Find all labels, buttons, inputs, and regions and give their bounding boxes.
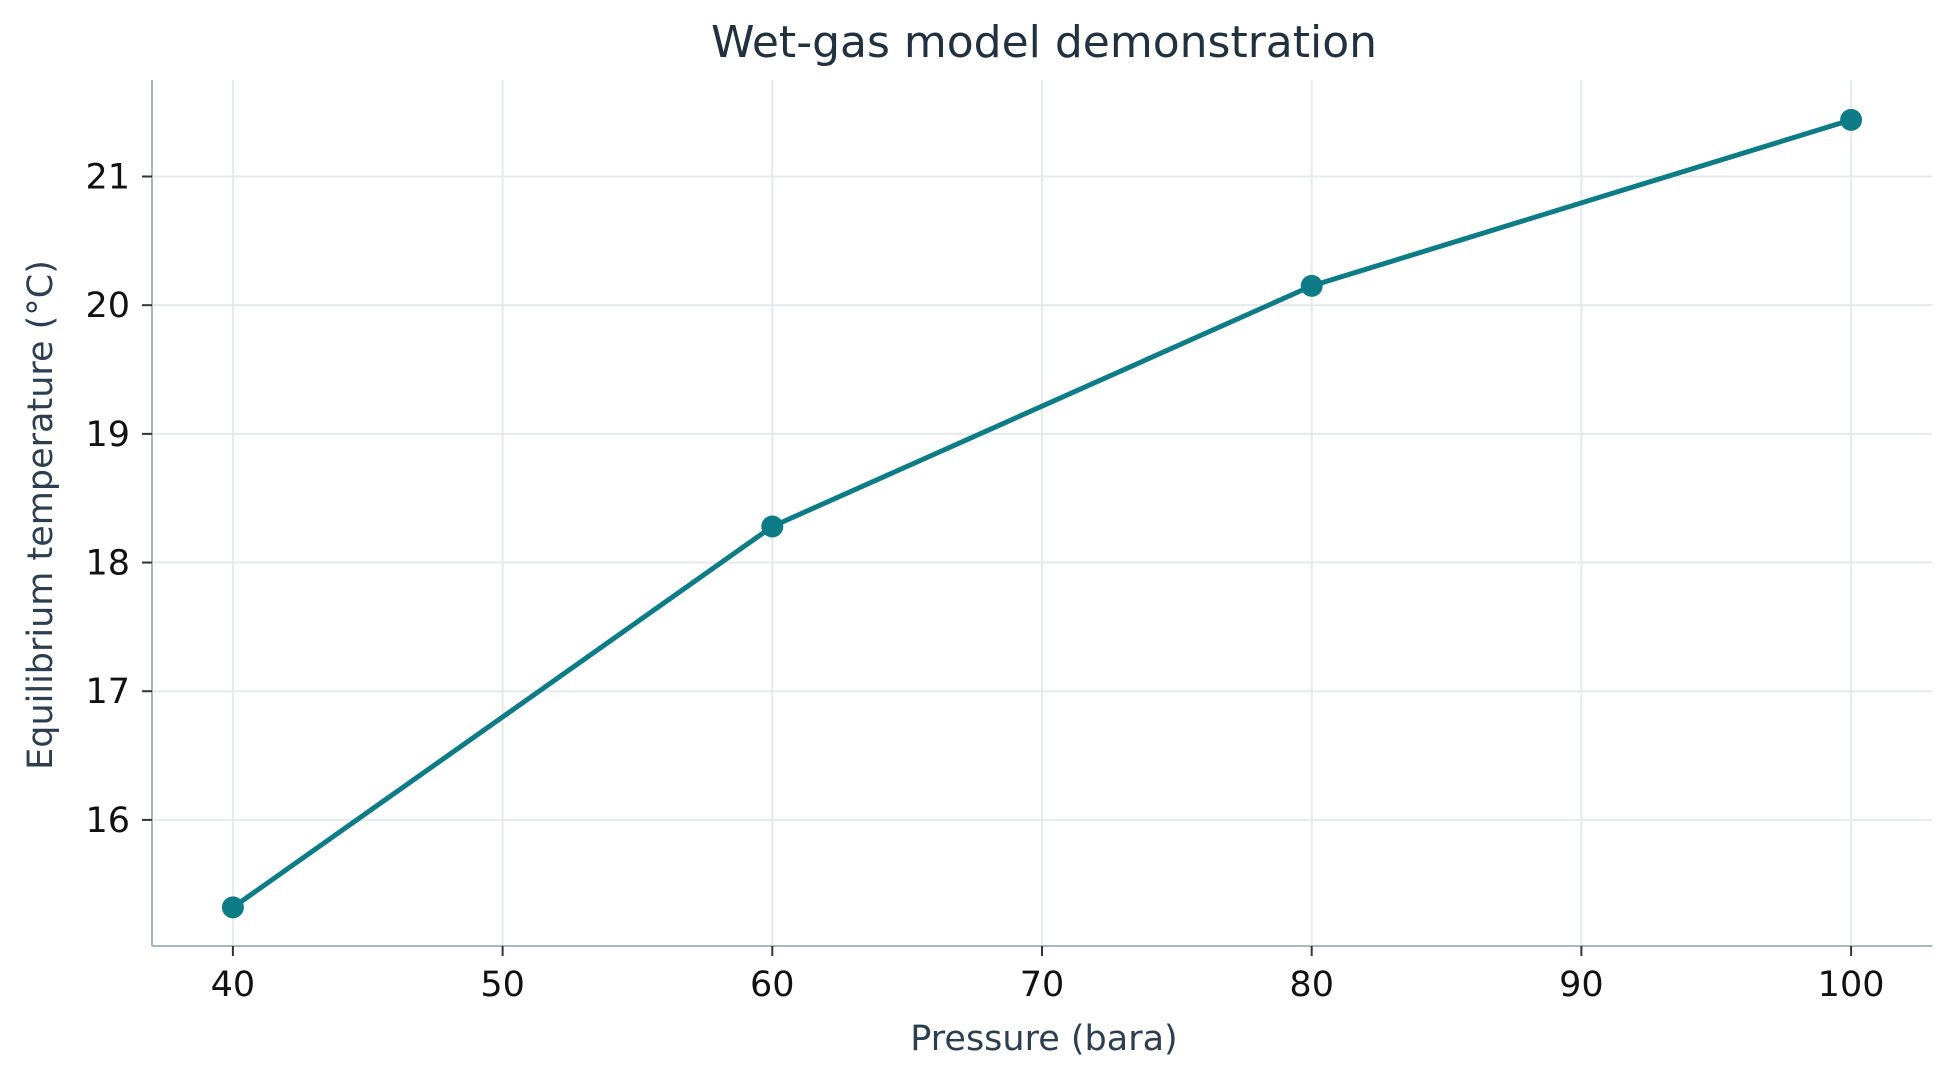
y-tick-label: 19	[85, 415, 130, 455]
x-tick-label: 40	[211, 965, 256, 1005]
data-point	[221, 896, 244, 919]
chart-title: Wet-gas model demonstration	[711, 17, 1377, 68]
data-point	[1300, 274, 1323, 297]
y-tick-label: 18	[85, 544, 130, 584]
y-tick-label: 21	[85, 158, 130, 198]
x-axis-label: Pressure (bara)	[910, 1019, 1177, 1059]
series-line	[230, 117, 1854, 910]
x-tick-label: 50	[480, 965, 525, 1005]
data-point	[761, 515, 784, 538]
y-tick-label: 17	[85, 672, 130, 712]
gridlines	[152, 80, 1932, 946]
x-tick-label: 90	[1559, 965, 1604, 1005]
data-point	[1840, 108, 1863, 131]
y-axis-label: Equilibrium temperature (°C)	[21, 260, 61, 770]
x-tick-label: 60	[750, 965, 795, 1005]
y-tick-label: 16	[85, 801, 130, 841]
x-tick-label: 80	[1289, 965, 1334, 1005]
series-layer	[221, 108, 1863, 919]
chart-labels: Wet-gas model demonstration Pressure (ba…	[21, 17, 1377, 1059]
axis-ticks: 40 50 60 70 80 90 100 16 17 18 19 20 21	[85, 158, 1884, 1005]
x-tick-label: 70	[1020, 965, 1065, 1005]
y-tick-label: 20	[85, 286, 130, 326]
x-tick-label: 100	[1818, 965, 1885, 1005]
